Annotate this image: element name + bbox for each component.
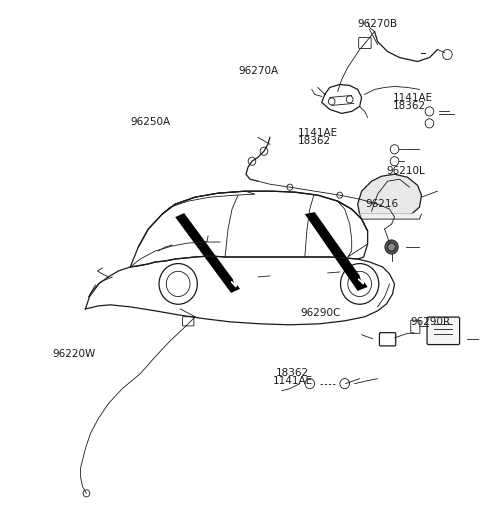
Circle shape: [385, 240, 398, 254]
Text: 96270A: 96270A: [238, 66, 278, 76]
Text: 18362: 18362: [276, 367, 309, 377]
Text: 96216: 96216: [365, 199, 398, 209]
Text: 96290R: 96290R: [410, 317, 450, 326]
Text: 1141AE: 1141AE: [393, 93, 433, 103]
Circle shape: [375, 202, 381, 208]
Circle shape: [337, 193, 343, 199]
Polygon shape: [305, 213, 368, 291]
Polygon shape: [175, 214, 240, 293]
Text: 18362: 18362: [393, 101, 426, 111]
FancyBboxPatch shape: [427, 318, 460, 345]
Text: 96210L: 96210L: [386, 166, 425, 176]
Text: 18362: 18362: [298, 135, 331, 145]
Polygon shape: [358, 175, 421, 215]
Text: 96290C: 96290C: [300, 308, 340, 318]
Circle shape: [287, 185, 293, 191]
Text: 96220W: 96220W: [52, 349, 96, 358]
Text: 1141AE: 1141AE: [298, 128, 337, 137]
Polygon shape: [360, 215, 421, 220]
Text: 96250A: 96250A: [131, 117, 170, 127]
Text: 96270B: 96270B: [357, 18, 397, 29]
Circle shape: [388, 243, 396, 251]
Text: 1141AE: 1141AE: [273, 375, 312, 385]
